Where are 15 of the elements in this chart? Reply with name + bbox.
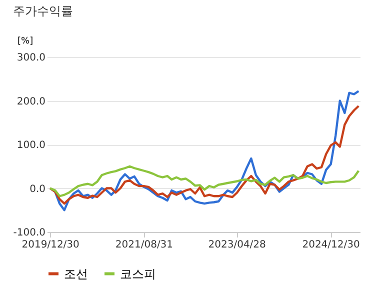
y-axis-title: [%] xyxy=(18,36,34,46)
x-tick-label: 2023/04/28 xyxy=(208,240,266,250)
line-series xyxy=(48,104,360,205)
y-tick-label: 200.0 xyxy=(16,96,46,108)
y-tick-label: 100.0 xyxy=(16,140,46,151)
legend-label: 조선 xyxy=(64,266,88,281)
x-tick-label: 2021/08/31 xyxy=(115,240,174,250)
y-tick-label: 300.0 xyxy=(16,52,46,64)
x-tick-label: 2019/12/30 xyxy=(22,240,80,250)
chart-title: 주가수익률 xyxy=(12,4,73,18)
y-tick-label: -100.0 xyxy=(13,228,46,238)
y-tick-label: 0.0 xyxy=(30,184,46,195)
legend-label: 코스피 xyxy=(120,266,156,281)
x-tick-label: 2024/12/30 xyxy=(302,240,360,250)
line-series xyxy=(48,165,360,198)
